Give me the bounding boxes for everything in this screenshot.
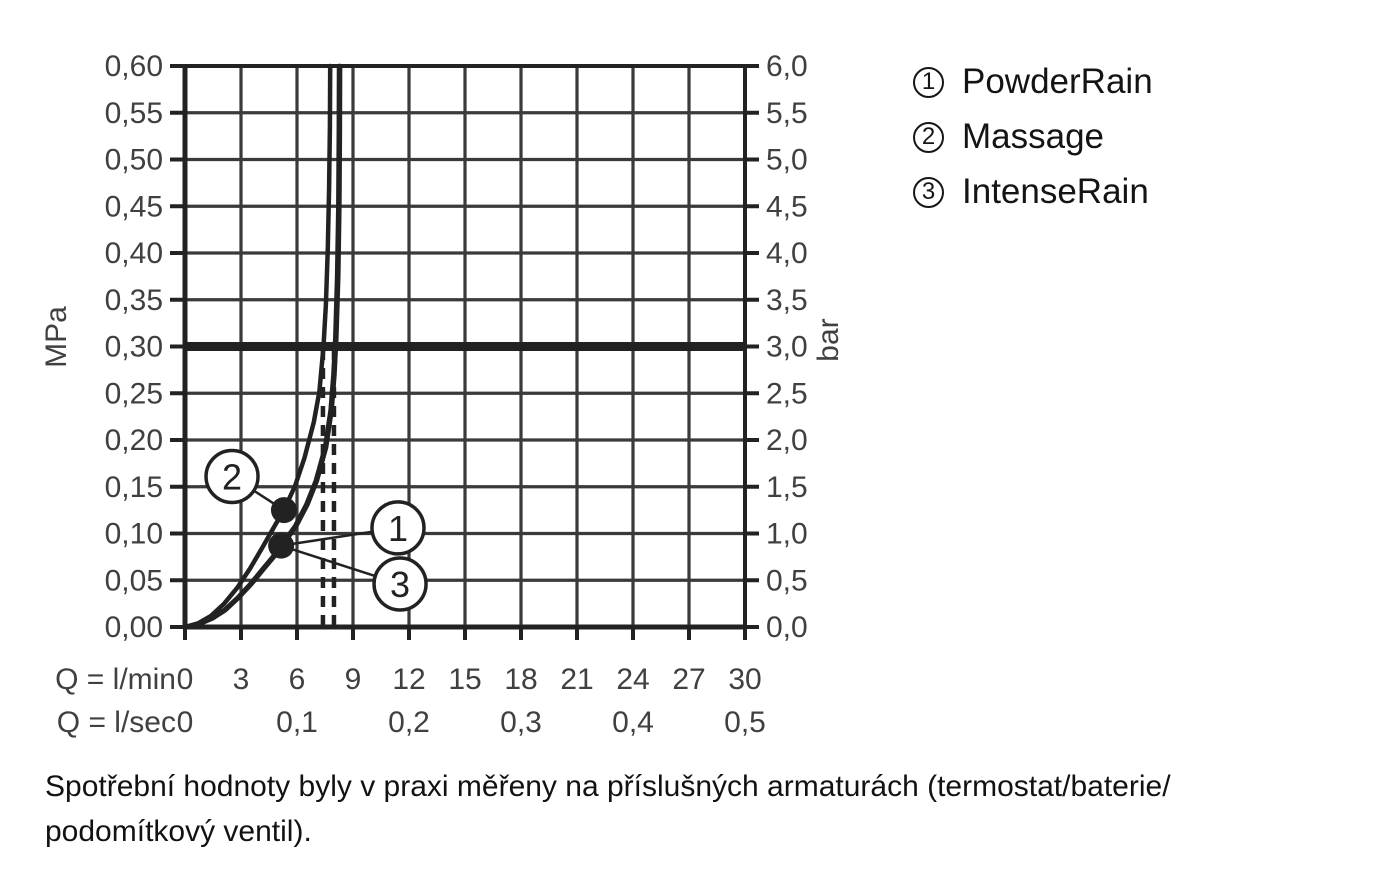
svg-text:0,5: 0,5 (766, 564, 808, 597)
spray-legend: 1 PowderRain 2 Massage 3 IntenseRain (913, 62, 1153, 227)
legend-number-badge: 2 (913, 121, 944, 153)
svg-text:0,45: 0,45 (105, 190, 163, 223)
svg-text:0,2: 0,2 (388, 706, 430, 739)
svg-text:0,5: 0,5 (724, 706, 766, 739)
svg-text:15: 15 (448, 663, 481, 696)
svg-text:0,20: 0,20 (105, 424, 163, 457)
svg-text:6,0: 6,0 (766, 50, 808, 83)
svg-text:2,0: 2,0 (766, 424, 808, 457)
svg-text:0,25: 0,25 (105, 377, 163, 410)
svg-text:1,0: 1,0 (766, 518, 808, 551)
svg-text:9: 9 (345, 663, 362, 696)
svg-text:3: 3 (390, 564, 410, 605)
svg-text:12: 12 (392, 663, 425, 696)
svg-text:5,0: 5,0 (766, 144, 808, 177)
svg-text:0,3: 0,3 (500, 706, 542, 739)
svg-text:0,35: 0,35 (105, 284, 163, 317)
svg-text:18: 18 (504, 663, 537, 696)
legend-item-label: IntenseRain (962, 172, 1149, 211)
svg-text:1: 1 (388, 508, 408, 549)
caption: Spotřební hodnoty byly v praxi měřeny na… (45, 764, 1171, 854)
svg-text:0,00: 0,00 (105, 611, 163, 644)
svg-text:0,40: 0,40 (105, 237, 163, 270)
svg-text:0,10: 0,10 (105, 518, 163, 551)
svg-text:0,50: 0,50 (105, 144, 163, 177)
svg-text:30: 30 (728, 663, 761, 696)
legend-number-badge: 1 (913, 66, 944, 98)
svg-text:0,05: 0,05 (105, 564, 163, 597)
legend-item-label: Massage (962, 117, 1105, 156)
caption-line-2: podomítkový ventil). (45, 815, 312, 848)
svg-text:0,1: 0,1 (276, 706, 318, 739)
svg-text:27: 27 (672, 663, 705, 696)
svg-text:0,15: 0,15 (105, 471, 163, 504)
svg-text:0,55: 0,55 (105, 97, 163, 130)
svg-text:3,5: 3,5 (766, 284, 808, 317)
legend-number-badge: 3 (913, 176, 944, 208)
svg-text:Q = l/sec: Q = l/sec (57, 706, 176, 739)
svg-text:4,5: 4,5 (766, 190, 808, 223)
svg-text:3: 3 (233, 663, 250, 696)
svg-text:0: 0 (177, 706, 194, 739)
svg-text:2: 2 (222, 456, 242, 497)
svg-text:5,5: 5,5 (766, 97, 808, 130)
svg-text:bar: bar (812, 318, 845, 361)
svg-text:24: 24 (616, 663, 649, 696)
legend-item-intenserain: 3 IntenseRain (913, 172, 1153, 212)
legend-item-massage: 2 Massage (913, 117, 1153, 157)
svg-text:MPa: MPa (40, 306, 73, 368)
svg-text:2,5: 2,5 (766, 377, 808, 410)
caption-line-1: Spotřební hodnoty byly v praxi měřeny na… (45, 770, 1171, 803)
flow-pressure-chart: 0,600,550,500,450,400,350,300,250,200,15… (40, 50, 845, 739)
legend-item-label: PowderRain (962, 62, 1153, 101)
svg-text:0,0: 0,0 (766, 611, 808, 644)
svg-text:4,0: 4,0 (766, 237, 808, 270)
svg-text:1,5: 1,5 (766, 471, 808, 504)
svg-text:0,4: 0,4 (612, 706, 654, 739)
svg-text:3,0: 3,0 (766, 331, 808, 364)
svg-text:0,60: 0,60 (105, 50, 163, 83)
legend-item-powderrain: 1 PowderRain (913, 62, 1153, 102)
svg-text:0,30: 0,30 (105, 331, 163, 364)
svg-text:Q = l/min: Q = l/min (55, 663, 176, 696)
svg-text:21: 21 (560, 663, 593, 696)
svg-text:0: 0 (177, 663, 194, 696)
svg-text:6: 6 (289, 663, 306, 696)
